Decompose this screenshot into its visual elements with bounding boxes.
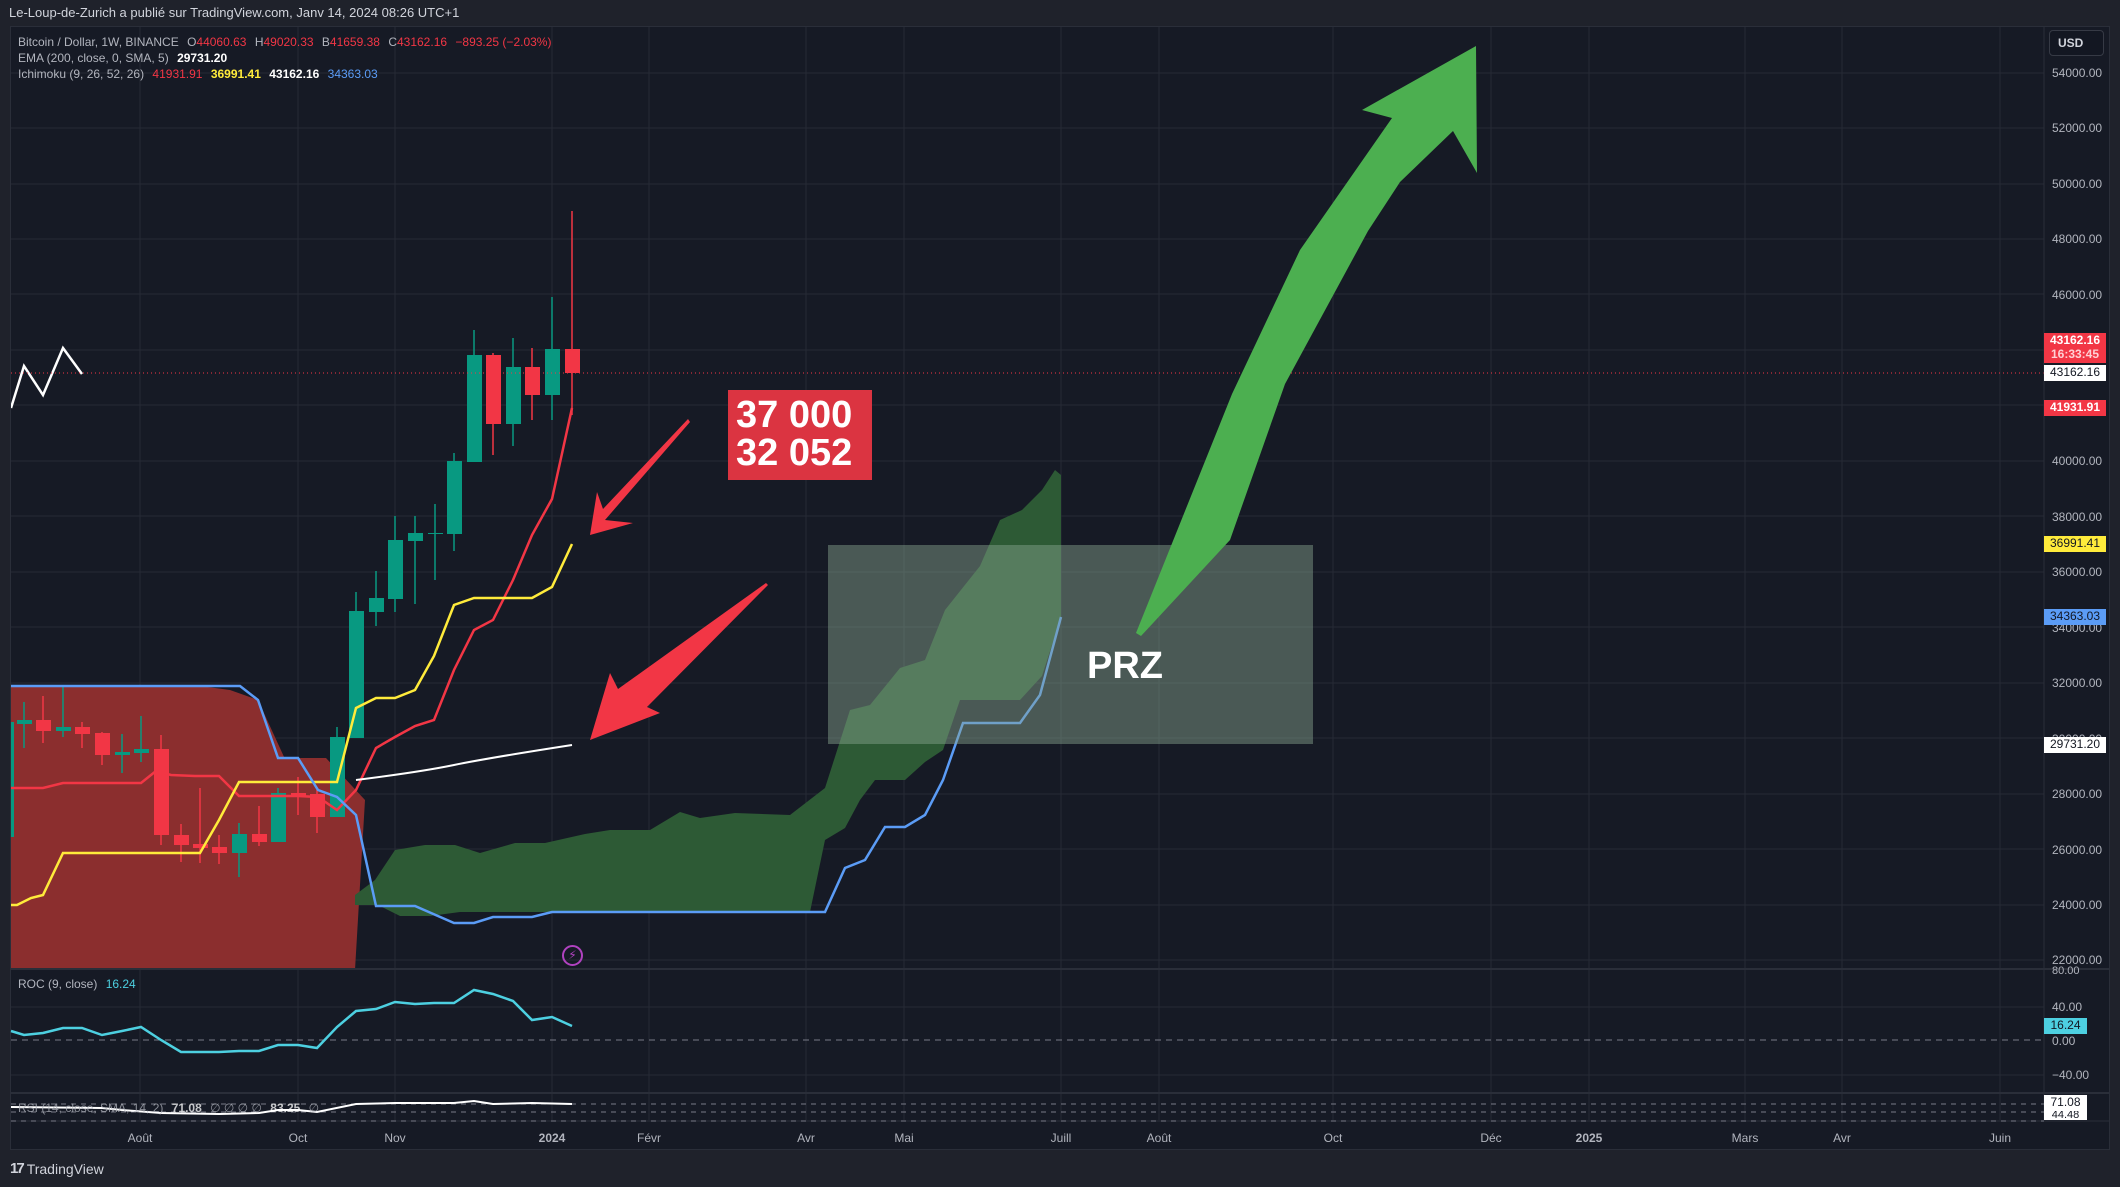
time-tick: Nov bbox=[384, 1131, 406, 1145]
time-tick: Mai bbox=[894, 1131, 914, 1145]
note-line-1: 37 000 bbox=[736, 394, 853, 436]
tradingview-logo-icon: 17 bbox=[10, 1160, 25, 1177]
symbol-name: Bitcoin / Dollar, 1W, BINANCE bbox=[18, 35, 179, 49]
arrow-up-icon bbox=[1136, 46, 1477, 636]
lightning-event-icon[interactable]: ⚡ bbox=[562, 945, 583, 966]
time-tick: Août bbox=[1146, 1131, 1172, 1145]
roc-pane bbox=[10, 988, 2044, 1076]
time-tick: Oct bbox=[288, 1131, 308, 1145]
rsi-pane bbox=[10, 1099, 2044, 1122]
tenkan-tag: 41931.91 bbox=[2044, 400, 2106, 416]
price-tick: 40000.00 bbox=[2052, 454, 2103, 468]
ema-legend[interactable]: EMA (200, close, 0, SMA, 5) 29731.20 bbox=[18, 51, 232, 65]
time-tick: Mars bbox=[1731, 1131, 1759, 1145]
ema-tag: 29731.20 bbox=[2044, 737, 2106, 753]
rsi-ma-tag: 44.48 bbox=[2044, 1111, 2087, 1120]
senkou-b-tag: 34363.03 bbox=[2044, 609, 2106, 625]
rsi-tag: 71.08 bbox=[2044, 1095, 2087, 1111]
arrow-down-1-icon bbox=[590, 419, 690, 535]
high-value: 49020.33 bbox=[263, 35, 314, 49]
ichimoku-kijun-value: 36991.41 bbox=[210, 67, 261, 81]
kijun-tag: 36991.41 bbox=[2044, 536, 2106, 552]
ema-line bbox=[355, 744, 573, 781]
change-value: −893.25 (−2.03%) bbox=[455, 35, 552, 49]
time-tick: Juill bbox=[1050, 1131, 1072, 1145]
roc-legend[interactable]: ROC (9, close) 16.24 bbox=[18, 977, 141, 991]
time-tick: Oct bbox=[1323, 1131, 1343, 1145]
price-tick: 52000.00 bbox=[2052, 121, 2103, 135]
close-value: 43162.16 bbox=[396, 35, 448, 49]
time-tick: 2025 bbox=[1575, 1131, 1603, 1145]
rsi-value-2: 83.25 bbox=[270, 1101, 301, 1115]
price-tick: 26000.00 bbox=[2052, 843, 2103, 857]
price-tick: 54000.00 bbox=[2052, 66, 2103, 80]
ichimoku-legend[interactable]: Ichimoku (9, 26, 52, 26) 41931.91 36991.… bbox=[18, 67, 383, 81]
time-tick: Févr bbox=[637, 1131, 661, 1145]
currency-button[interactable]: USD bbox=[2049, 30, 2104, 56]
roc-line bbox=[10, 988, 573, 1054]
kumo-bullish bbox=[355, 470, 1061, 916]
price-tick: 36000.00 bbox=[2052, 565, 2103, 579]
time-tick: Déc bbox=[1480, 1131, 1502, 1145]
rsi-na-values: ∅ ∅ ∅ ∅ bbox=[210, 1101, 262, 1115]
low-label: B bbox=[321, 35, 330, 49]
rsi-legend[interactable]: RSI (14, close, SMA, 14, 2) 71.08 ∅ ∅ ∅ … bbox=[18, 1101, 324, 1115]
roc-tag: 16.24 bbox=[2044, 1018, 2087, 1034]
last-price-tag: 43162.16 16:33:45 bbox=[2044, 333, 2106, 363]
ichimoku-tenkan-value: 41931.91 bbox=[152, 67, 203, 81]
tenkan-line bbox=[11, 407, 574, 812]
arrow-down-2-icon bbox=[590, 583, 768, 740]
ema-value: 29731.20 bbox=[177, 51, 228, 65]
open-value: 44060.63 bbox=[196, 35, 247, 49]
publisher-header: Le-Loup-de-Zurich a publié sur TradingVi… bbox=[9, 5, 460, 20]
roc-tick: 80.00 bbox=[2052, 965, 2080, 977]
price-tick: 50000.00 bbox=[2052, 177, 2103, 191]
note-line-2: 32 052 bbox=[736, 432, 853, 474]
price-tick: 28000.00 bbox=[2052, 787, 2103, 801]
kijun-line bbox=[11, 543, 574, 907]
close-label: C bbox=[388, 35, 397, 49]
price-tick: 24000.00 bbox=[2052, 898, 2103, 912]
time-tick: 2024 bbox=[538, 1131, 566, 1145]
time-tick: Avr bbox=[1833, 1131, 1851, 1145]
roc-tick: 40.00 bbox=[2052, 1000, 2083, 1014]
ichimoku-chikou-value: 43162.16 bbox=[269, 67, 320, 81]
low-value: 41659.38 bbox=[329, 35, 380, 49]
brand-name: TradingView bbox=[26, 1160, 104, 1177]
ema-history-segment bbox=[11, 345, 84, 409]
ema-label: EMA (200, close, 0, SMA, 5) bbox=[18, 51, 169, 65]
last-price-value: 43162.16 bbox=[2049, 333, 2101, 347]
footer-branding: 17 TradingView bbox=[10, 1160, 104, 1177]
price-tick: 38000.00 bbox=[2052, 510, 2103, 524]
close-line-tag: 43162.16 bbox=[2044, 365, 2106, 381]
time-tick: Août bbox=[127, 1131, 153, 1145]
open-label: O bbox=[187, 35, 197, 49]
prz-label: PRZ bbox=[1087, 645, 1163, 687]
price-tick: 22000.00 bbox=[2052, 953, 2103, 967]
rsi-line bbox=[10, 1099, 573, 1116]
rsi-value: 71.08 bbox=[171, 1101, 202, 1115]
price-targets-note[interactable]: 37 000 32 052 bbox=[728, 390, 872, 480]
ichimoku-label: Ichimoku (9, 26, 52, 26) bbox=[18, 67, 145, 81]
price-tick: 46000.00 bbox=[2052, 288, 2103, 302]
senkou-b-line bbox=[11, 616, 1063, 925]
high-label: H bbox=[254, 35, 264, 49]
roc-tick: −40.00 bbox=[2052, 1068, 2090, 1082]
time-tick: Avr bbox=[797, 1131, 815, 1145]
roc-label: ROC (9, close) bbox=[18, 977, 98, 991]
ichimoku-senkou-b-value: 34363.03 bbox=[327, 67, 378, 81]
price-tick: 48000.00 bbox=[2052, 232, 2103, 246]
symbol-legend[interactable]: Bitcoin / Dollar, 1W, BINANCE O44060.63 … bbox=[18, 35, 556, 49]
time-tick: Juin bbox=[1988, 1131, 2012, 1145]
bar-countdown: 16:33:45 bbox=[2050, 347, 2100, 361]
rsi-label: RSI (14, close, SMA, 14, 2) bbox=[18, 1101, 164, 1115]
price-tick: 32000.00 bbox=[2052, 676, 2103, 690]
rsi-na-value-2: ∅ bbox=[308, 1101, 320, 1115]
prz-zone[interactable] bbox=[828, 545, 1313, 744]
roc-value: 16.24 bbox=[105, 977, 136, 991]
roc-tick: 0.00 bbox=[2052, 1034, 2076, 1048]
